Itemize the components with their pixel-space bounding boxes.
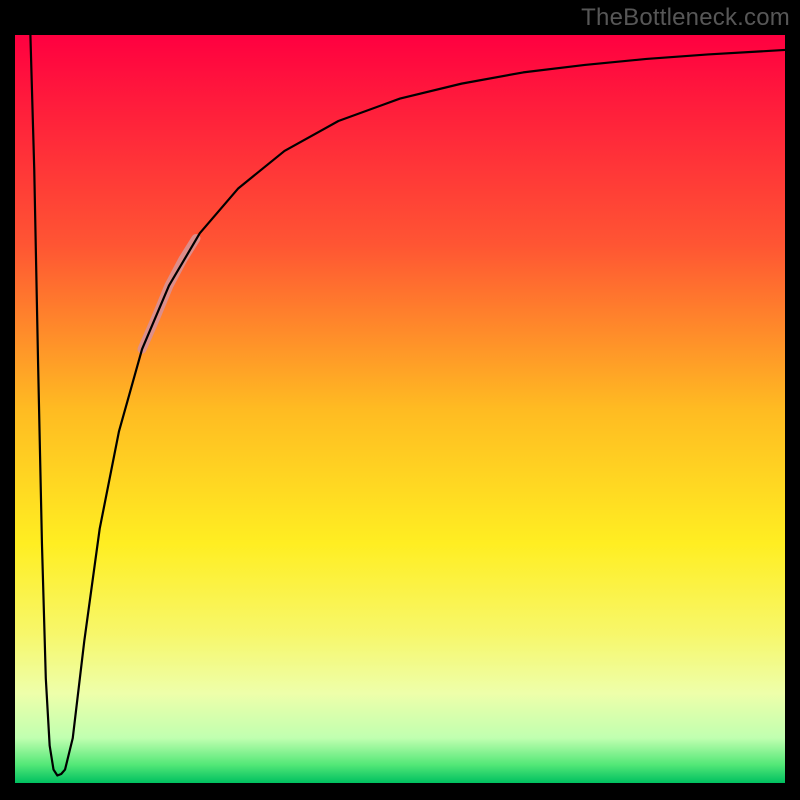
chart-container: { "meta": { "watermark_text": "TheBottle… <box>0 0 800 800</box>
bottleneck-chart <box>0 0 800 800</box>
gradient-background <box>15 35 785 783</box>
